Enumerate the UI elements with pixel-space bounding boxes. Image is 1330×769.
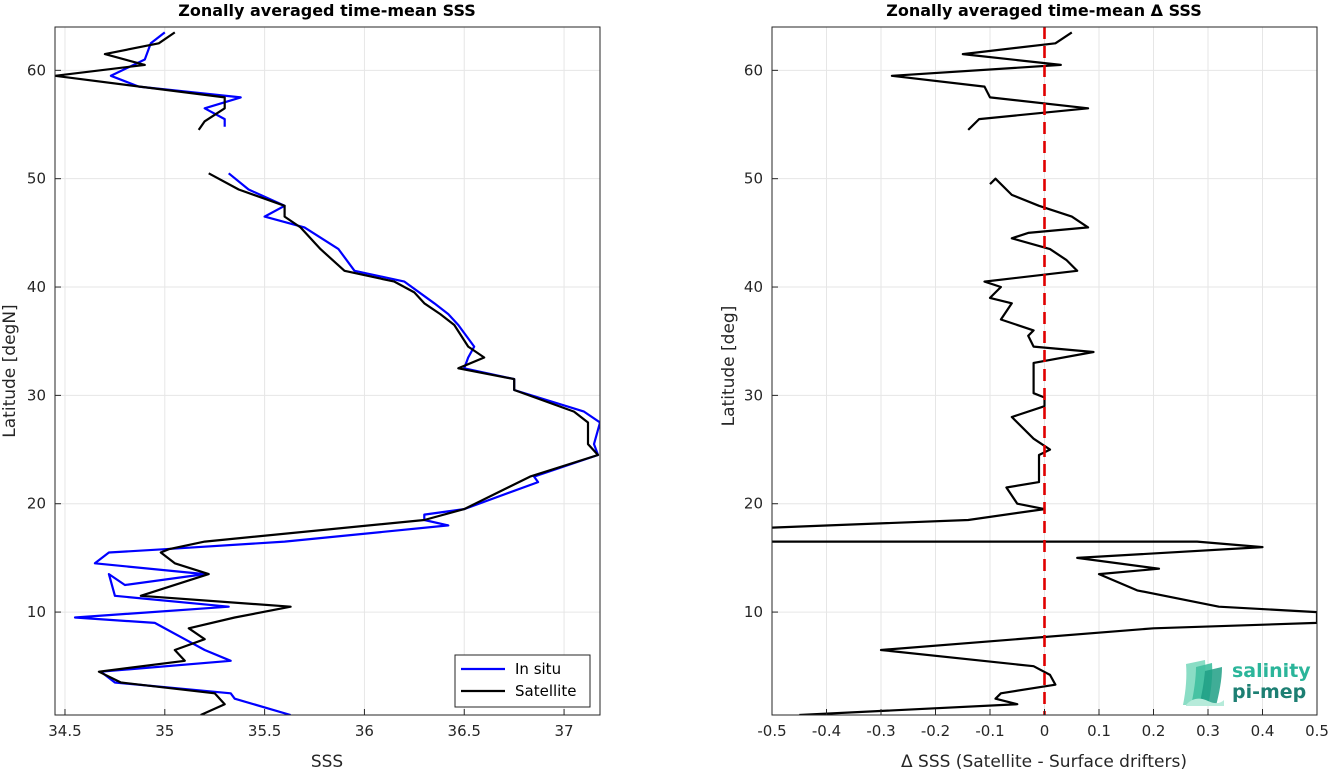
x-tick-label: 0 xyxy=(1040,722,1050,740)
y-tick-label: 40 xyxy=(744,278,763,296)
x-tick-label: -0.5 xyxy=(757,722,786,740)
y-tick-label: 50 xyxy=(744,170,763,188)
series-line-series xyxy=(772,540,1317,715)
left-series xyxy=(55,31,600,715)
legend-label-satellite: Satellite xyxy=(515,682,576,700)
wave-logo-icon xyxy=(1183,660,1224,706)
right-ylabel: Latitude [deg] xyxy=(719,306,739,427)
right-xlabel: Δ SSS (Satellite - Surface drifters) xyxy=(901,752,1187,769)
x-tick-label: 0.2 xyxy=(1142,722,1166,740)
right-ticks: -0.5 -0.4 -0.3 -0.2 -0.1 0 0.1 0.2 0.3 0.4 0.5 10 20… xyxy=(744,61,1329,740)
y-tick-label: 10 xyxy=(744,603,763,621)
y-tick-label: 20 xyxy=(744,495,763,513)
x-tick-label: 36 xyxy=(355,722,374,740)
x-tick-label: 36.5 xyxy=(448,722,481,740)
left-grid xyxy=(55,27,600,715)
left-axes-box xyxy=(54,26,601,716)
x-tick-label: 37 xyxy=(555,722,574,740)
salinity-pi-mep-logo: salinity pi-mep xyxy=(1183,660,1311,706)
left-panel: 34.5 35 35.5 36 36.5 37 10 20 30 40 50 60 Zonally a… xyxy=(0,1,601,769)
y-tick-label: 30 xyxy=(27,386,46,404)
x-tick-label: 35.5 xyxy=(248,722,281,740)
left-title: Zonally averaged time-mean SSS xyxy=(178,1,476,20)
right-title: Zonally averaged time-mean Δ SSS xyxy=(886,1,1202,20)
x-tick-label: 0.1 xyxy=(1087,722,1111,740)
legend: In situ Satellite xyxy=(454,654,591,708)
x-tick-label: 34.5 xyxy=(48,722,81,740)
y-tick-label: 60 xyxy=(744,61,763,79)
legend-box xyxy=(454,654,591,708)
series-line-satellite xyxy=(55,31,226,131)
y-tick-label: 30 xyxy=(744,386,763,404)
x-tick-label: 0.5 xyxy=(1305,722,1329,740)
left-ticks: 34.5 35 35.5 36 36.5 37 10 20 30 40 50 60 xyxy=(27,61,574,740)
right-panel: -0.5 -0.4 -0.3 -0.2 -0.1 0 0.1 0.2 0.3 0.4 0.5 10 20… xyxy=(719,1,1329,769)
series-line-series xyxy=(890,31,1090,131)
y-tick-label: 50 xyxy=(27,170,46,188)
y-tick-label: 40 xyxy=(27,278,46,296)
logo-text-line2: pi-mep xyxy=(1232,681,1306,703)
y-tick-label: 20 xyxy=(27,495,46,513)
legend-label-in-situ: In situ xyxy=(515,660,561,678)
y-tick-label: 60 xyxy=(27,61,46,79)
x-tick-label: 0.4 xyxy=(1251,722,1275,740)
series-line-series xyxy=(772,177,1095,529)
x-tick-label: 35 xyxy=(155,722,174,740)
x-tick-label: -0.3 xyxy=(866,722,895,740)
x-tick-label: 0.3 xyxy=(1196,722,1220,740)
right-series xyxy=(772,31,1317,715)
series-line-satellite xyxy=(97,172,600,715)
x-tick-label: -0.1 xyxy=(975,722,1004,740)
left-xlabel: SSS xyxy=(311,752,343,769)
y-tick-label: 10 xyxy=(27,603,46,621)
x-tick-label: -0.2 xyxy=(921,722,950,740)
x-tick-label: -0.4 xyxy=(812,722,841,740)
logo-text-line1: salinity xyxy=(1232,660,1311,682)
right-grid xyxy=(772,27,1317,715)
left-ylabel: Latitude [degN] xyxy=(0,304,20,437)
